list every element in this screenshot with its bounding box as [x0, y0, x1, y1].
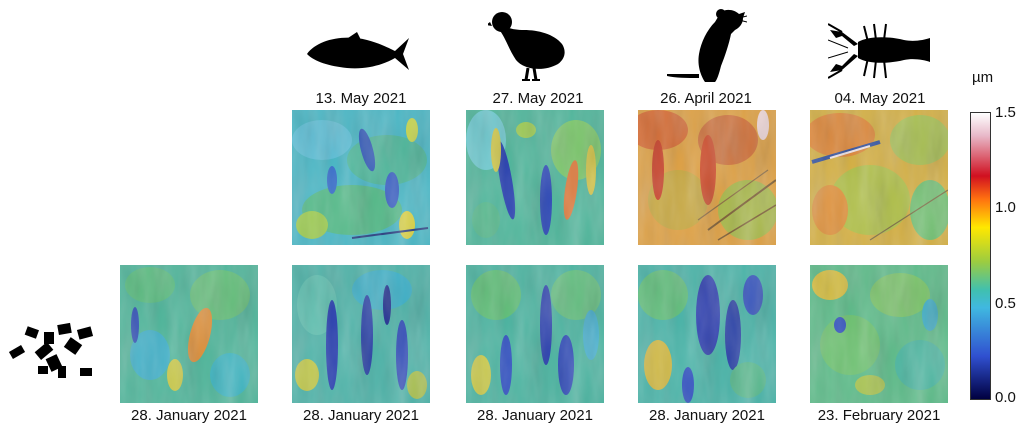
surface-map-bottom-pellets [120, 265, 258, 403]
surface-map-bottom-bird [466, 265, 604, 403]
surface-map-top-fish [292, 110, 430, 245]
colorbar-tick-0-0: 0.0 [995, 389, 1016, 406]
bottom-label-fish: 28. January 2021 [303, 407, 419, 424]
surface-map-top-rat [638, 110, 776, 245]
colorbar [970, 112, 991, 400]
surface-map-bottom-fish [292, 265, 430, 403]
colorbar-tick-1-0: 1.0 [995, 199, 1016, 216]
top-label-bird: 27. May 2021 [492, 90, 584, 107]
bird-icon [488, 8, 568, 82]
fish-icon [305, 30, 411, 74]
colorbar-tick-1-5: 1.5 [995, 104, 1016, 121]
top-label-fish: 13. May 2021 [315, 90, 407, 107]
bottom-label-pellets: 28. January 2021 [131, 407, 247, 424]
crayfish-icon [828, 18, 932, 84]
rat-icon [665, 4, 747, 84]
colorbar-unit: µm [972, 69, 994, 86]
bottom-label-bird: 28. January 2021 [477, 407, 593, 424]
surface-map-bottom-rat [638, 265, 776, 403]
bottom-label-crayfish: 23. February 2021 [817, 407, 941, 424]
surface-map-top-bird [466, 110, 604, 245]
pellets-icon [8, 322, 96, 384]
surface-map-top-crayfish [810, 110, 948, 245]
surface-map-bottom-crayfish [810, 265, 948, 403]
colorbar-tick-0-5: 0.5 [995, 295, 1016, 312]
top-label-rat: 26. April 2021 [660, 90, 752, 107]
bottom-label-rat: 28. January 2021 [649, 407, 765, 424]
top-label-crayfish: 04. May 2021 [834, 90, 926, 107]
